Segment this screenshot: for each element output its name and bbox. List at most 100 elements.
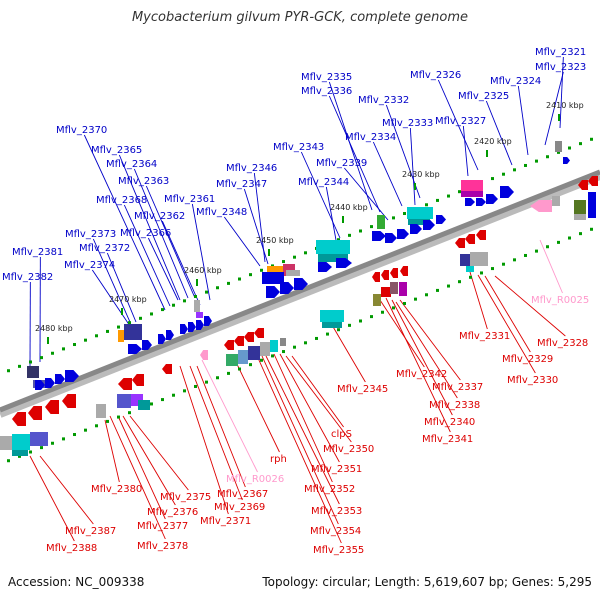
plus-strand-gene-label[interactable]: Mflv_2326 <box>410 70 461 81</box>
plus-strand-gene-label[interactable]: Mflv_2325 <box>458 91 509 102</box>
gene-arrow <box>180 324 188 334</box>
label-leader-line <box>257 357 342 544</box>
minus-strand-gene-label[interactable]: Mflv_2353 <box>311 506 362 517</box>
minus-strand-gene-label[interactable]: Mflv_2371 <box>200 516 251 527</box>
label-leader-line <box>133 168 189 299</box>
tick-dot <box>590 137 593 141</box>
tick-dot <box>579 232 582 236</box>
tick-dot <box>40 446 43 450</box>
plus-strand-gene-label[interactable]: Mflv_2382 <box>2 272 53 283</box>
plus-strand-gene-label[interactable]: Mflv_2324 <box>490 76 541 87</box>
tick-label: 2480 kbp <box>35 324 73 333</box>
tick-dot <box>260 358 263 362</box>
tick-label: 2410 kbp <box>546 101 584 110</box>
minus-strand-gene-label[interactable]: Mflv_2338 <box>429 400 480 411</box>
label-leader-line <box>385 104 421 199</box>
rna-gene-label[interactable]: Mflv_R0025 <box>531 295 589 306</box>
plus-strand-gene-label[interactable]: Mflv_2343 <box>273 142 324 153</box>
gene-feature <box>377 215 385 229</box>
minus-strand-gene-label[interactable]: Mflv_2340 <box>424 417 475 428</box>
minus-strand-gene-label[interactable]: Mflv_2329 <box>502 354 553 365</box>
plus-strand-gene-label[interactable]: Mflv_2335 <box>301 72 352 83</box>
plus-strand-gene-label[interactable]: Mflv_2373 <box>65 229 116 240</box>
plus-strand-gene-label[interactable]: Mflv_2347 <box>216 179 267 190</box>
minus-strand-gene-label[interactable]: Mflv_2369 <box>214 502 265 513</box>
tick-dot <box>7 459 10 463</box>
plus-strand-gene-label[interactable]: Mflv_2374 <box>64 260 115 271</box>
plus-strand-gene-label[interactable]: Mflv_2365 <box>91 145 142 156</box>
gene-feature <box>588 192 596 218</box>
minus-strand-gene-label[interactable]: Mflv_2351 <box>311 464 362 475</box>
tick-dot <box>95 424 98 428</box>
plus-strand-gene-label[interactable]: Mflv_2366 <box>120 228 171 239</box>
plus-strand-gene-label[interactable]: Mflv_2332 <box>358 95 409 106</box>
minus-strand-gene-label[interactable]: Mflv_2388 <box>46 543 97 554</box>
gene-feature <box>552 196 560 206</box>
tick-dot <box>282 260 285 264</box>
tick-dot <box>590 227 593 231</box>
gene-arrow <box>423 220 435 230</box>
plus-strand-gene-label[interactable]: Mflv_2346 <box>226 163 277 174</box>
gene-arrow <box>35 380 45 390</box>
minus-strand-gene-label[interactable]: rph <box>270 454 287 465</box>
plus-strand-gene-label[interactable]: Mflv_2339 <box>316 158 367 169</box>
plus-strand-gene-label[interactable]: Mflv_2321 <box>535 47 586 58</box>
plus-strand-gene-label[interactable]: Mflv_2364 <box>106 159 157 170</box>
minus-strand-gene-label[interactable]: Mflv_2352 <box>304 484 355 495</box>
plus-strand-gene-label[interactable]: Mflv_2327 <box>435 116 486 127</box>
plus-strand-gene-label[interactable]: Mflv_2368 <box>96 195 147 206</box>
gene-arrow <box>476 198 486 206</box>
minus-strand-gene-label[interactable]: clpS <box>331 429 352 440</box>
gene-feature <box>322 322 342 328</box>
gene-feature <box>117 394 131 408</box>
gene-arrow <box>12 412 26 426</box>
gene-arrow <box>28 406 42 420</box>
minus-strand-gene-label[interactable]: Mflv_2355 <box>313 545 364 556</box>
gene-features <box>0 141 598 456</box>
minus-strand-gene-label[interactable]: Mflv_2328 <box>537 338 588 349</box>
label-leader-line <box>109 415 166 540</box>
label-leader-line <box>517 85 529 156</box>
plus-strand-gene-label[interactable]: Mflv_2348 <box>196 207 247 218</box>
plus-strand-gene-label[interactable]: Mflv_2381 <box>12 247 63 258</box>
plus-strand-gene-label[interactable]: Mflv_2361 <box>164 194 215 205</box>
plus-strand-gene-label[interactable]: Mflv_2362 <box>134 211 185 222</box>
plus-strand-gene-label[interactable]: Mflv_2336 <box>301 86 352 97</box>
minus-strand-gene-label[interactable]: Mflv_2331 <box>459 331 510 342</box>
minus-strand-gene-label[interactable]: Mflv_2387 <box>65 526 116 537</box>
plus-strand-gene-label[interactable]: Mflv_2333 <box>382 118 433 129</box>
label-leader-line <box>539 239 563 294</box>
plus-strand-gene-label[interactable]: Mflv_2370 <box>56 125 107 136</box>
minus-strand-gene-label[interactable]: Mflv_2341 <box>422 434 473 445</box>
plus-strand-gene-label[interactable]: Mflv_2363 <box>118 176 169 187</box>
label-leader-line <box>399 299 461 381</box>
minus-strand-gene-label[interactable]: Mflv_2345 <box>337 384 388 395</box>
genome-summary-text: Topology: circular; Length: 5,619,607 bp… <box>262 575 592 589</box>
tick-dot <box>579 142 582 146</box>
tick-dot <box>447 284 450 288</box>
minus-strand-gene-label[interactable]: Mflv_2376 <box>147 507 198 518</box>
minus-strand-gene-label[interactable]: Mflv_2342 <box>396 369 447 380</box>
minus-strand-gene-label[interactable]: Mflv_2380 <box>91 484 142 495</box>
gene-feature <box>27 366 39 378</box>
plus-strand-gene-label[interactable]: Mflv_2372 <box>79 243 130 254</box>
label-leader-line <box>494 275 566 337</box>
plus-strand-gene-label[interactable]: Mflv_2344 <box>298 177 349 188</box>
tick-dot <box>557 240 560 244</box>
minus-strand-gene-label[interactable]: Mflv_2375 <box>160 492 211 503</box>
minus-strand-gene-label[interactable]: Mflv_2378 <box>137 541 188 552</box>
minus-strand-gene-label[interactable]: Mflv_2367 <box>217 489 268 500</box>
minus-strand-gene-label[interactable]: Mflv_2377 <box>137 521 188 532</box>
tick-dots: 2410 kbp 2420 kbp 2430 kbp 2440 kbp 2450 kbp… <box>7 101 593 463</box>
minus-strand-gene-label[interactable]: Mflv_2354 <box>310 526 361 537</box>
minus-strand-gene-label[interactable]: Mflv_2330 <box>507 375 558 386</box>
gene-arrow <box>224 340 234 350</box>
plus-strand-gene-label[interactable]: Mflv_2334 <box>345 132 396 143</box>
plus-strand-gene-label[interactable]: Mflv_2323 <box>535 62 586 73</box>
minus-strand-gene-label[interactable]: Mflv_2350 <box>323 444 374 455</box>
minus-strand-gene-label[interactable]: Mflv_2337 <box>432 382 483 393</box>
gene-arrow <box>530 200 552 212</box>
tick-dot <box>502 262 505 266</box>
rna-gene-label[interactable]: Mflv_R0026 <box>226 474 284 485</box>
gene-feature <box>270 340 278 352</box>
